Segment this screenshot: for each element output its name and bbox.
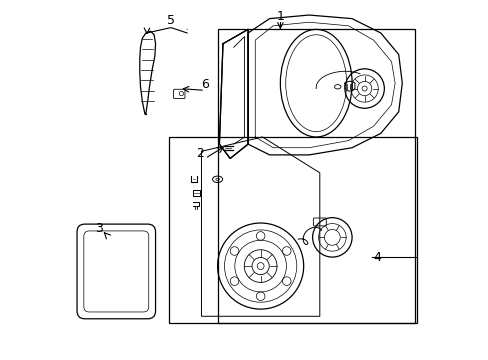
Text: 4: 4 <box>372 251 380 264</box>
Circle shape <box>257 263 264 270</box>
Text: 1: 1 <box>276 10 284 23</box>
Bar <box>217 30 414 323</box>
Text: 2: 2 <box>195 147 203 159</box>
Text: 6: 6 <box>201 78 208 91</box>
Text: 3: 3 <box>95 222 103 235</box>
Bar <box>169 137 416 323</box>
Text: 5: 5 <box>166 14 175 27</box>
